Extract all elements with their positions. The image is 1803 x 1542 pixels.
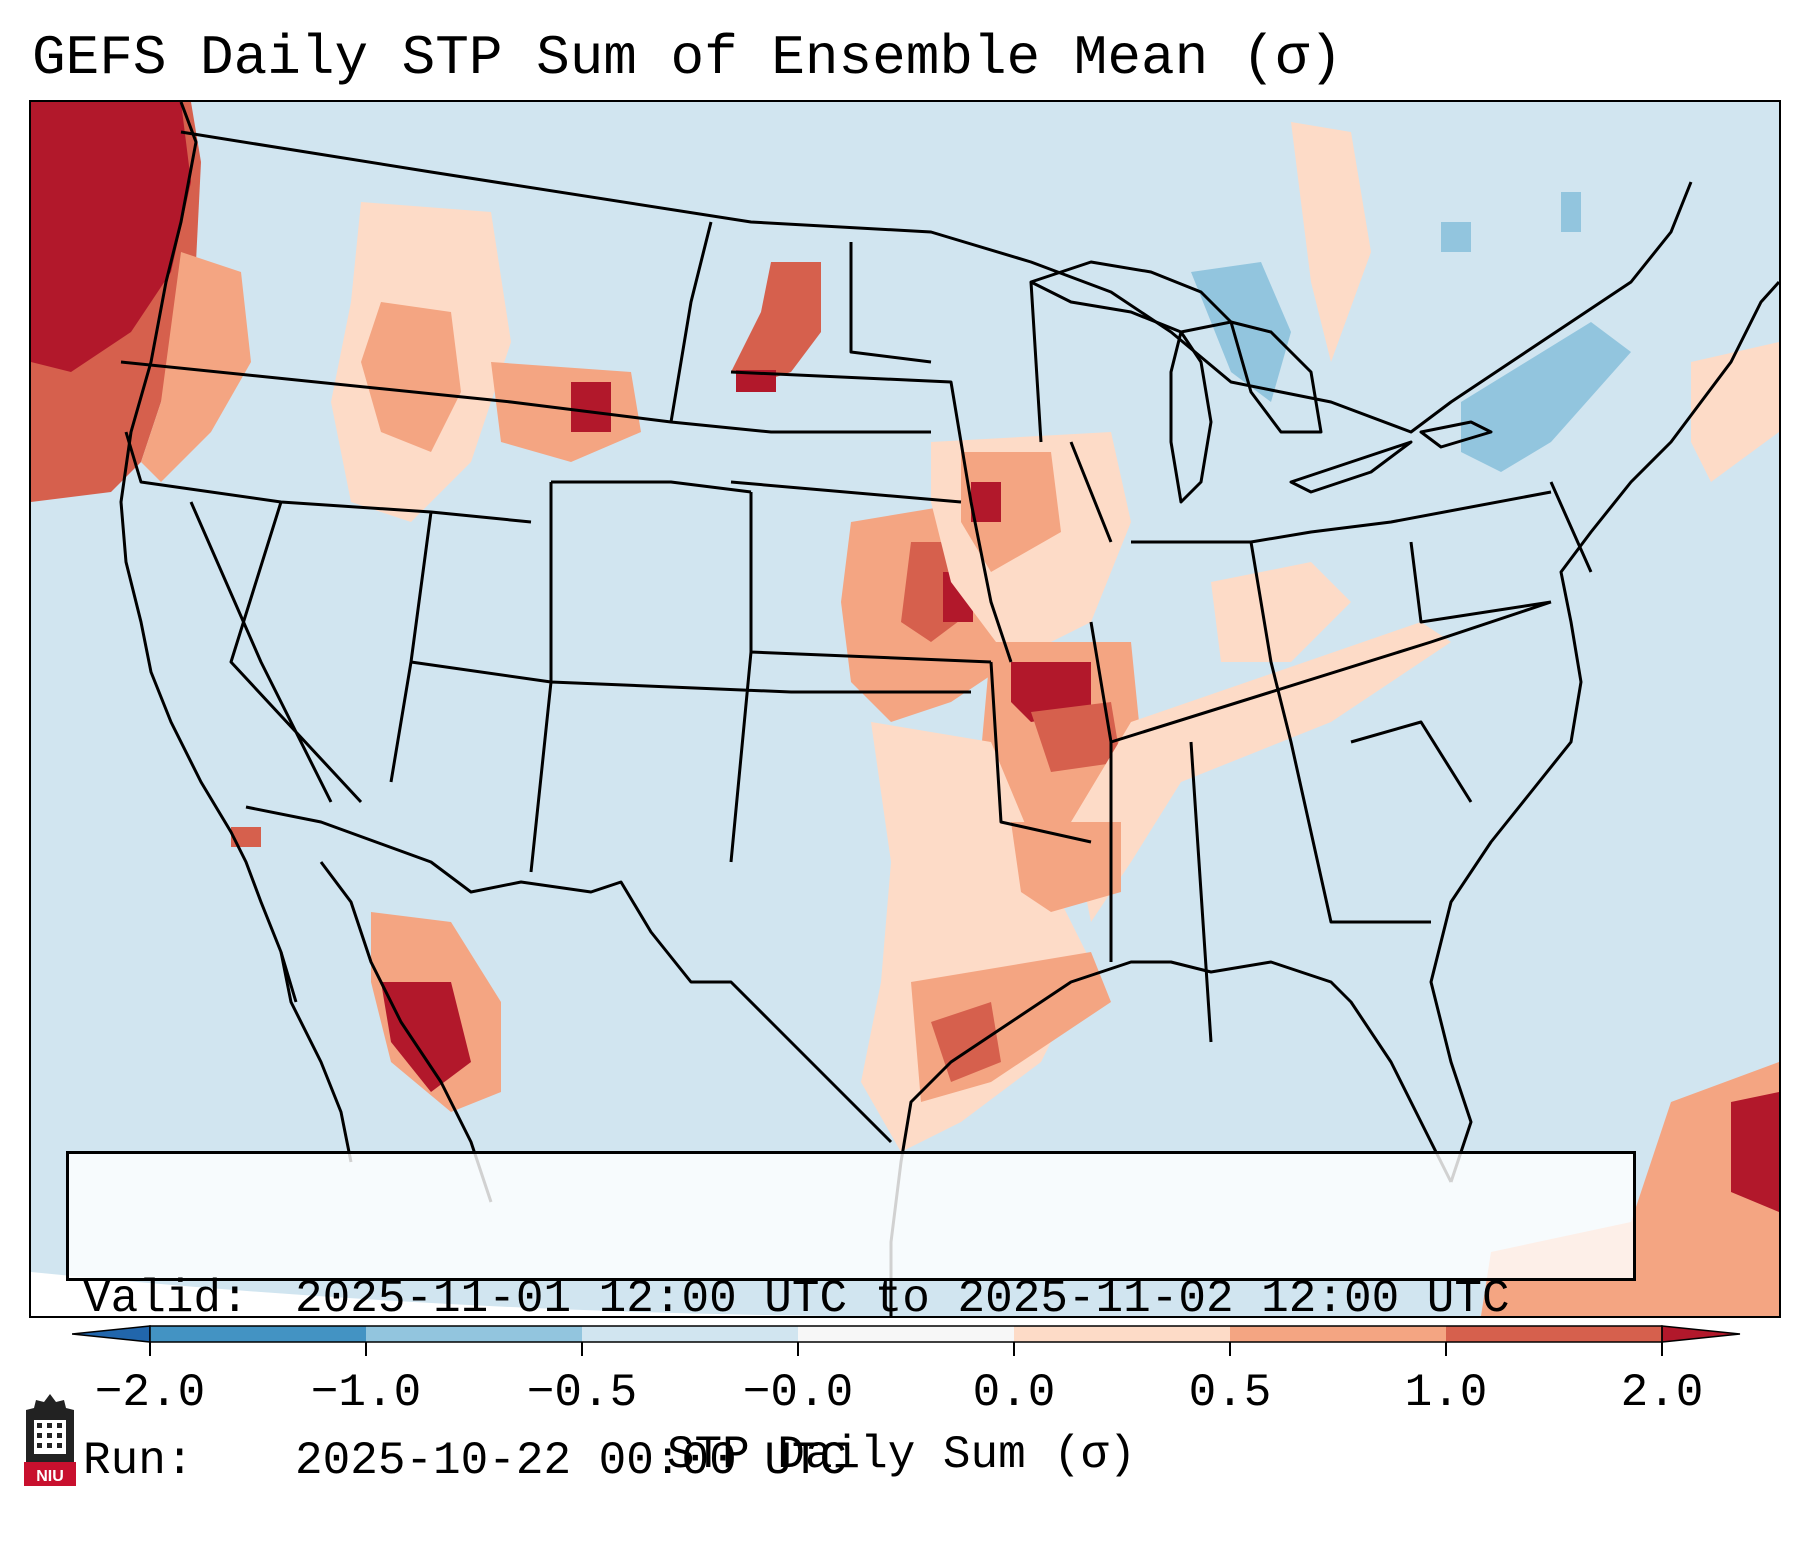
niu-logo: NIU bbox=[24, 1394, 76, 1486]
border-us-canada bbox=[180, 130, 1693, 434]
colorbar-bin-1 bbox=[150, 1326, 366, 1342]
valid-label: Valid: bbox=[83, 1273, 249, 1325]
colorbar-bin-7 bbox=[1446, 1326, 1662, 1342]
tick-label: −0.5 bbox=[526, 1367, 638, 1419]
map-panel bbox=[29, 100, 1781, 1318]
lake-erie bbox=[1289, 440, 1413, 494]
anomaly-patch-northern-rockies-mid bbox=[361, 302, 461, 452]
anomaly-patch-great-lakes-negative bbox=[1191, 262, 1291, 402]
logo-badge bbox=[24, 1462, 76, 1486]
valid-value: 2025-11-01 12:00 UTC to 2025-11-02 12:00… bbox=[295, 1273, 1510, 1325]
colorbar-ticks bbox=[149, 1342, 1663, 1356]
validity-info-box: Valid: 2025-11-01 12:00 UTC to 2025-11-02… bbox=[66, 1151, 1636, 1487]
run-label: Run: bbox=[83, 1435, 194, 1487]
coastline-baja bbox=[279, 951, 353, 1163]
map-canvas bbox=[31, 102, 1779, 1316]
anomaly-patch-caribbean-core bbox=[1731, 1092, 1779, 1212]
coastline-mexico-west bbox=[319, 861, 493, 1203]
anomaly-patch-gulf-core bbox=[931, 1002, 1001, 1082]
colorbar-bin-6 bbox=[1230, 1326, 1446, 1342]
tick-label: −2.0 bbox=[94, 1367, 206, 1419]
university-seal-icon bbox=[26, 1394, 74, 1462]
logo-text: NIU bbox=[36, 1468, 64, 1485]
anomaly-cell-baja bbox=[231, 827, 261, 847]
colorbar-bin-3 bbox=[582, 1326, 798, 1342]
anomaly-patch-north-dakota bbox=[731, 262, 821, 382]
anomaly-patch-new-york-negative bbox=[1461, 322, 1631, 472]
projection-edge bbox=[31, 1272, 831, 1316]
colorbar-outline bbox=[149, 1325, 1663, 1343]
anomaly-patch-new-england-offshore bbox=[1691, 342, 1779, 482]
anomaly-patch-tennessee-valley bbox=[1071, 622, 1451, 922]
lake-ontario bbox=[1419, 420, 1493, 449]
coastline-west bbox=[119, 102, 298, 1003]
colorbar-bin-5 bbox=[1014, 1326, 1230, 1342]
colorbar-bin-2 bbox=[366, 1326, 582, 1342]
lake-huron bbox=[1229, 320, 1323, 434]
valid-line: Valid: 2025-11-01 12:00 UTC to 2025-11-02… bbox=[83, 1272, 1633, 1326]
state-lines bbox=[120, 221, 1593, 1043]
anomaly-cell-quebec-negative bbox=[1561, 192, 1581, 232]
anomaly-patch-montana bbox=[491, 362, 641, 462]
anomaly-cell-south-dakota bbox=[736, 370, 776, 392]
tick-label: −1.0 bbox=[310, 1367, 422, 1419]
run-value: 2025-10-22 00:00 UTC bbox=[295, 1435, 848, 1487]
tick-label: 1.0 bbox=[1404, 1367, 1488, 1419]
anomaly-patch-pacific-nw-edge bbox=[141, 252, 251, 482]
coastline-east bbox=[1429, 280, 1779, 1183]
chart-title: GEFS Daily STP Sum of Ensemble Mean (σ) bbox=[32, 26, 1343, 90]
colorbar-label: STP Daily Sum (σ) bbox=[666, 1429, 1137, 1481]
anomaly-cell-ontario-negative bbox=[1441, 222, 1471, 252]
lake-michigan bbox=[1169, 330, 1213, 504]
anomaly-cell-iowa bbox=[971, 482, 1001, 522]
run-line: Run: 2025-10-22 00:00 UTC bbox=[83, 1434, 1633, 1488]
anomaly-patch-kentucky bbox=[1211, 562, 1351, 662]
anomaly-patch-quebec bbox=[1291, 122, 1371, 362]
tick-label: 2.0 bbox=[1620, 1367, 1704, 1419]
anomaly-cell-montana-core bbox=[571, 382, 611, 432]
anomaly-patch-pacific-nw-core bbox=[31, 102, 191, 372]
colorbar-extend-low bbox=[72, 1325, 151, 1343]
colorbar-extend-high bbox=[1661, 1325, 1741, 1343]
tick-label: 0.0 bbox=[972, 1367, 1056, 1419]
colorbar-bin-4 bbox=[798, 1326, 1014, 1342]
coastline-gulf bbox=[889, 960, 1453, 1316]
anomaly-patch-louisiana bbox=[1011, 822, 1121, 912]
tick-label: 0.5 bbox=[1188, 1367, 1272, 1419]
anomaly-patch-mexico-core bbox=[381, 982, 471, 1092]
map-boundaries bbox=[119, 102, 1779, 1316]
tick-label: −0.0 bbox=[742, 1367, 854, 1419]
anomaly-patch-ozarks-mid bbox=[1031, 702, 1121, 772]
border-us-mexico bbox=[245, 805, 893, 1144]
colorbar bbox=[72, 1325, 1741, 1356]
